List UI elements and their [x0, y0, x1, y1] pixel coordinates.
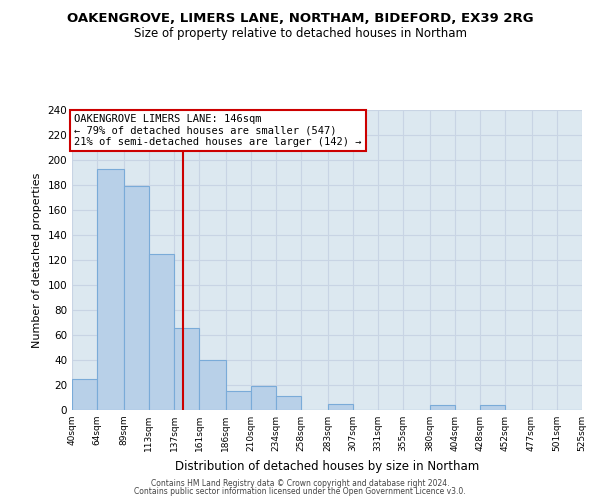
Bar [430, 405, 455, 410]
Bar [251, 386, 276, 410]
Bar [174, 328, 199, 410]
Text: Size of property relative to detached houses in Northam: Size of property relative to detached ho… [133, 28, 467, 40]
Bar [124, 186, 149, 410]
Bar [328, 404, 353, 410]
X-axis label: Distribution of detached houses by size in Northam: Distribution of detached houses by size … [175, 460, 479, 472]
Bar [226, 391, 251, 410]
Bar [149, 254, 174, 410]
Bar [199, 360, 226, 410]
Y-axis label: Number of detached properties: Number of detached properties [32, 172, 42, 348]
Bar [97, 169, 124, 410]
Bar [480, 405, 505, 410]
Text: OAKENGROVE, LIMERS LANE, NORTHAM, BIDEFORD, EX39 2RG: OAKENGROVE, LIMERS LANE, NORTHAM, BIDEFO… [67, 12, 533, 26]
Bar [72, 379, 97, 410]
Text: OAKENGROVE LIMERS LANE: 146sqm
← 79% of detached houses are smaller (547)
21% of: OAKENGROVE LIMERS LANE: 146sqm ← 79% of … [74, 114, 362, 147]
Text: Contains public sector information licensed under the Open Government Licence v3: Contains public sector information licen… [134, 487, 466, 496]
Bar [276, 396, 301, 410]
Text: Contains HM Land Registry data © Crown copyright and database right 2024.: Contains HM Land Registry data © Crown c… [151, 478, 449, 488]
